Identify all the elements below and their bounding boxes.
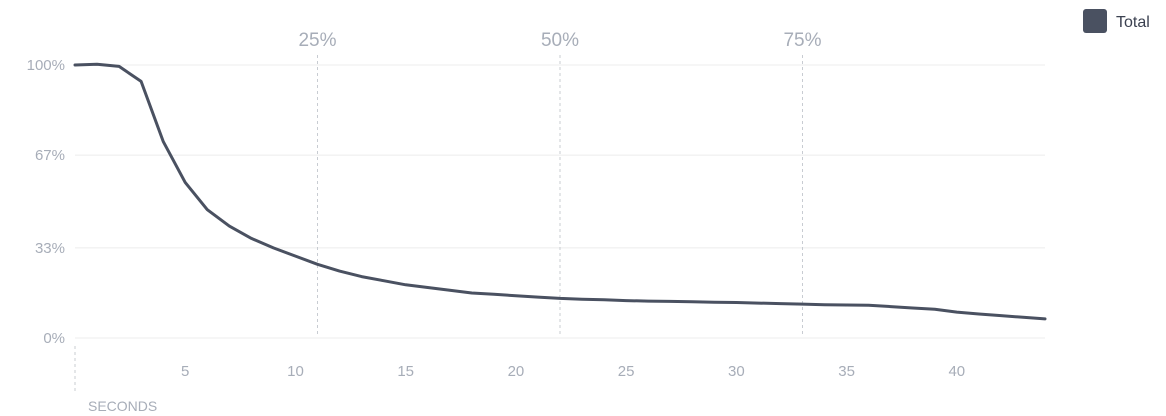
- legend-swatch-total: [1083, 9, 1107, 33]
- y-tick-label: 0%: [43, 330, 65, 347]
- y-tick-label: 33%: [35, 240, 65, 257]
- x-axis-label: SECONDS: [88, 398, 157, 414]
- x-tick-label: 20: [508, 363, 525, 380]
- y-tick-label: 67%: [35, 147, 65, 164]
- percentile-marker-label: 50%: [541, 30, 579, 51]
- percentile-markers: 25% 50% 75%: [298, 30, 822, 334]
- x-tick-label: 30: [728, 363, 745, 380]
- percentile-marker-label: 75%: [783, 30, 821, 51]
- series-line-total: [73, 62, 1047, 321]
- legend-label-total: Total: [1116, 14, 1150, 31]
- series-layer: [73, 62, 1047, 321]
- x-tick-label: 25: [618, 363, 635, 380]
- percentile-marker-label: 25%: [298, 30, 336, 51]
- x-tick-label: 40: [948, 363, 965, 380]
- x-tick-label: 5: [181, 363, 189, 380]
- x-tick-label: 10: [287, 363, 304, 380]
- axis-layer: 0% 33% 67% 100% 5 10 15 20 25 30 35 40 SECONDS: [27, 57, 966, 414]
- grid-layer: [75, 64, 1045, 339]
- x-tick-label: 15: [397, 363, 414, 380]
- y-tick-label: 100%: [27, 57, 65, 74]
- x-tick-label: 35: [838, 363, 855, 380]
- legend[interactable]: Total: [1083, 9, 1150, 33]
